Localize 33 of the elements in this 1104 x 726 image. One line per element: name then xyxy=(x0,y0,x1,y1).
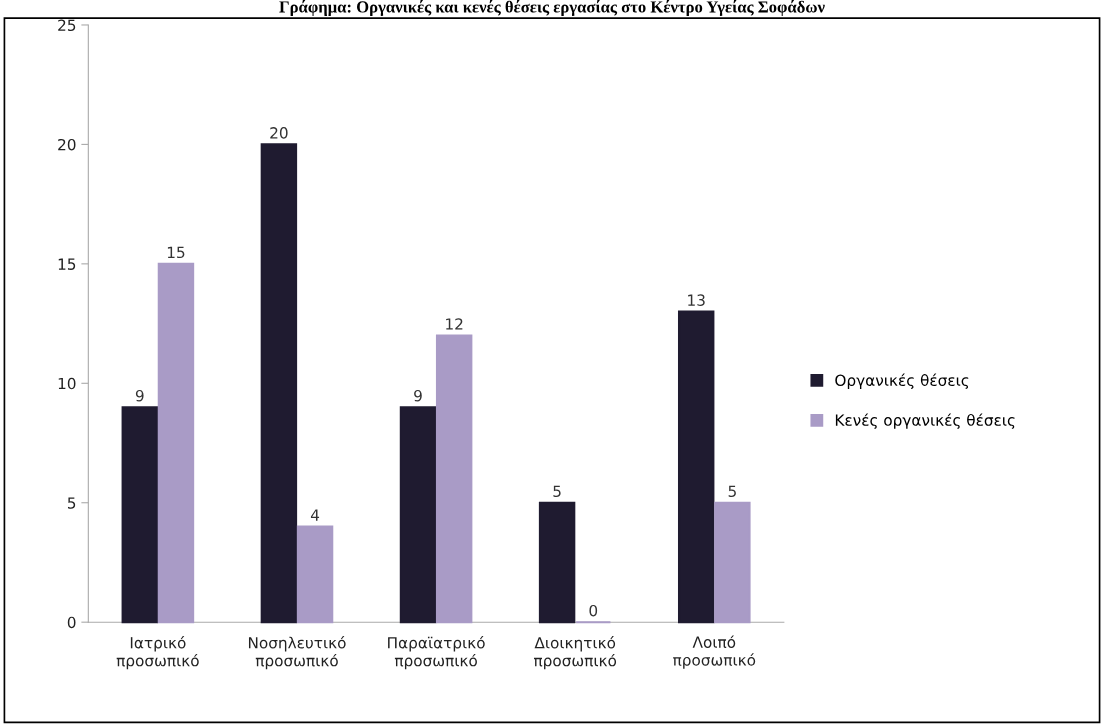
x-tick-label: Λοιπό προσωπικό xyxy=(673,635,756,669)
data-label: 20 xyxy=(270,127,288,139)
data-label: 9 xyxy=(414,389,422,402)
chart-title: Γράφημα: Οργανικές και κενές θέσεις εργασίας στο Κέντρο Υγείας Σοφάδων xyxy=(279,0,825,16)
x-tick-label: Παραϊατρικό προσωπικό xyxy=(388,636,485,670)
bar xyxy=(399,406,437,624)
bar xyxy=(714,501,751,624)
data-label: 4 xyxy=(310,509,320,521)
x-tick-label: Διοικητικό προσωπικό xyxy=(534,636,617,670)
legend-label: Οργανικές θέσεις xyxy=(835,373,969,389)
legend-label: Κενές οργανικές θέσεις xyxy=(835,413,1015,429)
y-tick-label: 10 xyxy=(58,377,76,390)
y-tick-label: 25 xyxy=(58,19,76,31)
bar xyxy=(157,262,195,624)
bar xyxy=(435,334,473,624)
data-label: 15 xyxy=(167,246,185,259)
y-tick-label: 5 xyxy=(67,497,76,509)
bar xyxy=(677,310,715,624)
data-label: 9 xyxy=(135,389,144,402)
data-label: 12 xyxy=(446,318,463,330)
bar xyxy=(296,525,334,624)
data-label: 5 xyxy=(553,485,561,497)
bar xyxy=(260,143,298,624)
y-tick-label: 15 xyxy=(58,258,76,270)
data-label: 13 xyxy=(688,294,705,306)
y-tick-label: 20 xyxy=(58,138,76,151)
x-tick-label: Νοσηλευτικό προσωπικό xyxy=(248,636,346,670)
x-tick-label: Ιατρικό προσωπικό xyxy=(116,636,199,670)
bar xyxy=(538,501,576,624)
bar xyxy=(121,406,159,624)
y-tick-label: 0 xyxy=(67,616,76,629)
data-label: 5 xyxy=(728,485,736,497)
data-label: 0 xyxy=(589,604,598,617)
